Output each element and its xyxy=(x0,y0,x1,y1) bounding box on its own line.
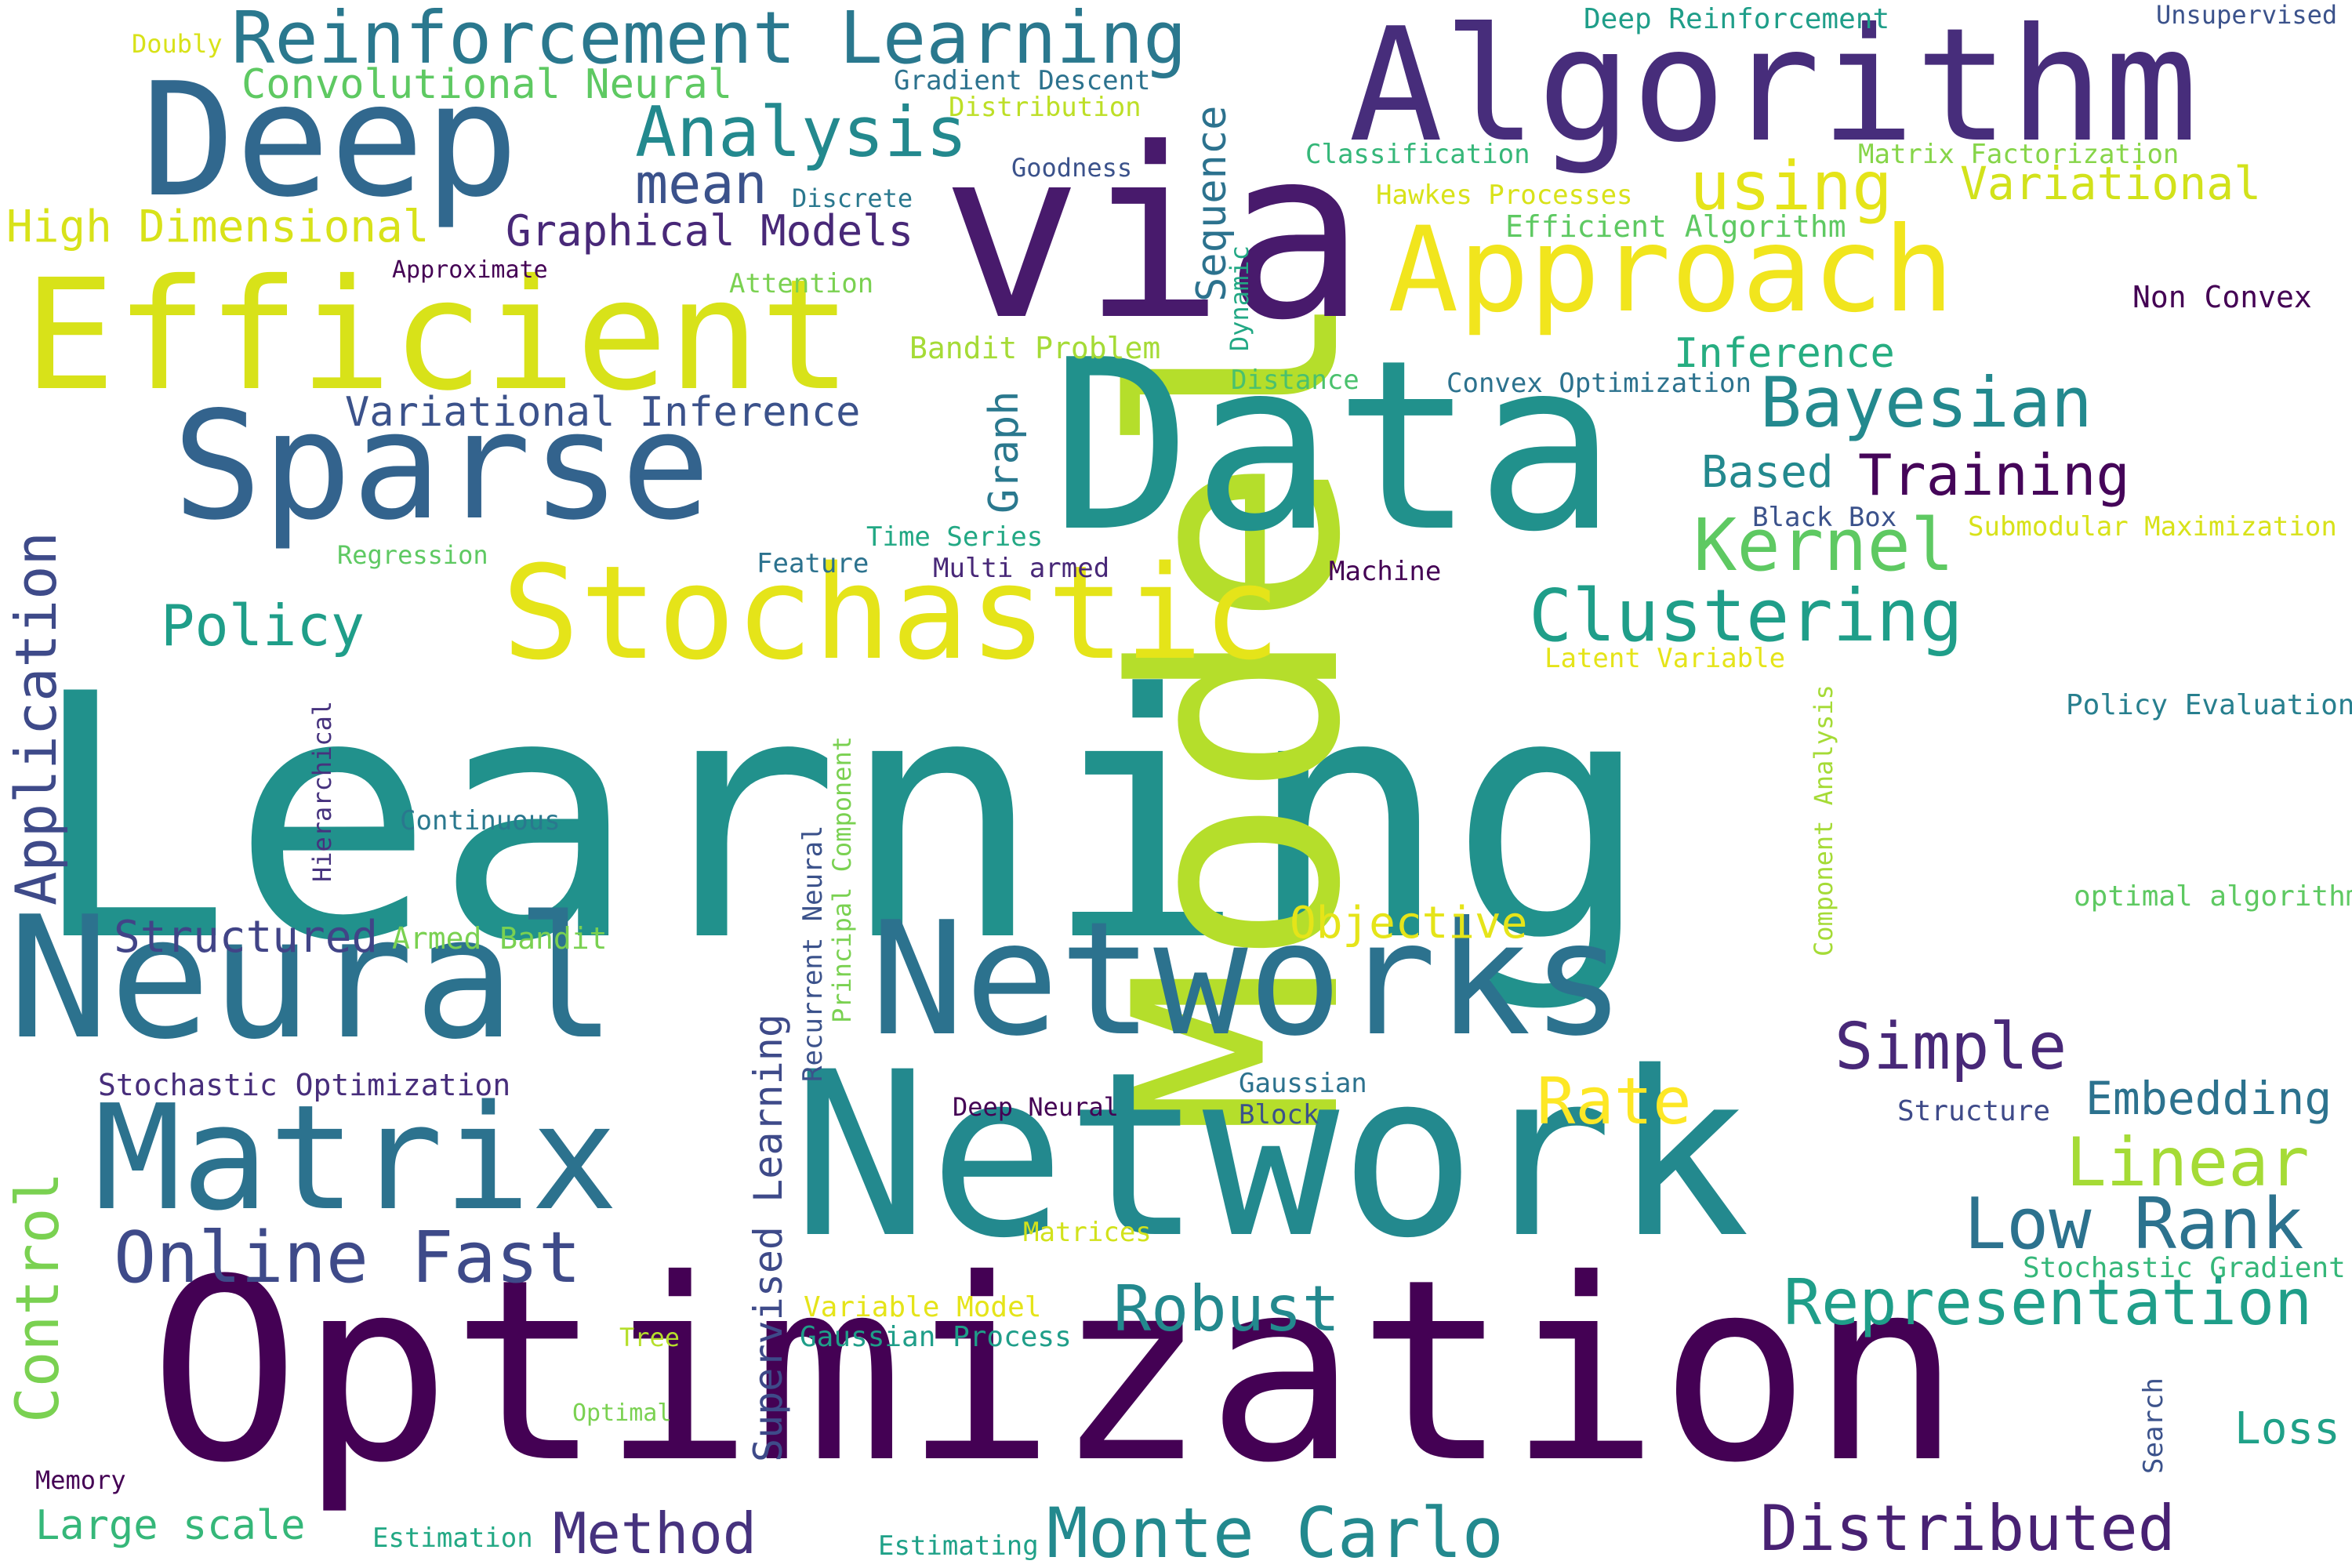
word-continuous: Continuous xyxy=(400,805,561,837)
word-stochastic: Stochastic xyxy=(502,538,1281,688)
word-structured: Structured xyxy=(114,912,379,963)
word-tree: Tree xyxy=(619,1323,681,1352)
word-inference: Inference xyxy=(1674,330,1895,377)
word-learning: Learning xyxy=(28,623,1653,1015)
word-clustering: Clustering xyxy=(1529,574,1963,658)
word-multi-armed: Multi armed xyxy=(933,553,1110,584)
word-feature: Feature xyxy=(757,548,869,579)
word-unsupervised: Unsupervised xyxy=(2156,0,2338,30)
word-recurrent-neural: Recurrent Neural xyxy=(797,825,829,1082)
word-sparse: Sparse xyxy=(172,379,711,553)
word-convolutional-neural: Convolutional Neural xyxy=(241,61,733,108)
word-estimation: Estimation xyxy=(372,1523,533,1554)
word-structure: Structure xyxy=(1897,1095,2051,1127)
word-variational: Variational xyxy=(1960,157,2262,210)
word-kernel: Kernel xyxy=(1693,503,1955,587)
word-latent-variable: Latent Variable xyxy=(1544,643,1786,674)
word-gradient-descent: Gradient Descent xyxy=(894,65,1151,96)
word-armed-bandit: Armed Bandit xyxy=(392,921,608,956)
word-distributed: Distributed xyxy=(1760,1492,2176,1565)
word-using: using xyxy=(1690,147,1893,226)
word-estimating: Estimating xyxy=(878,1530,1039,1562)
word-distribution: Distribution xyxy=(949,92,1142,123)
word-stochastic-optimization: Stochastic Optimization xyxy=(98,1068,511,1102)
word-bayesian: Bayesian xyxy=(1760,362,2092,443)
word-black-box: Black Box xyxy=(1752,502,1897,533)
word-policy: Policy xyxy=(161,593,365,659)
word-dynamic: Dynamic xyxy=(1225,245,1254,351)
word-time-series: Time Series xyxy=(866,521,1044,553)
word-graphical-models: Graphical Models xyxy=(506,206,914,256)
word-approach: Approach xyxy=(1388,202,1955,339)
word-monte-carlo: Monte Carlo xyxy=(1047,1493,1504,1568)
word-goodness: Goodness xyxy=(1011,153,1133,183)
word-classification: Classification xyxy=(1305,139,1530,170)
word-deep: Deep xyxy=(141,49,519,232)
word-convex-optimization: Convex Optimization xyxy=(1446,368,1751,399)
word-networks: Networks xyxy=(870,888,1626,1071)
word-based: Based xyxy=(1701,447,1834,498)
word-variable-model: Variable Model xyxy=(804,1291,1042,1323)
word-via: via xyxy=(941,98,1366,372)
word-policy-evaluation: Policy Evaluation xyxy=(2066,689,2352,721)
word-loss: Loss xyxy=(2234,1403,2340,1454)
word-high-dimensional: High Dimensional xyxy=(6,201,430,252)
word-matrix-factorization: Matrix Factorization xyxy=(1858,139,2180,170)
word-attention: Attention xyxy=(729,268,874,299)
word-simple: Simple xyxy=(1835,1010,2067,1084)
word-gaussian: Gaussian xyxy=(1239,1068,1367,1099)
word-low-rank: Low Rank xyxy=(1964,1183,2304,1265)
word-training: Training xyxy=(1858,442,2130,508)
word-application: Application xyxy=(3,532,69,906)
word-regression: Regression xyxy=(337,540,488,570)
word-reinforcement-learning: Reinforcement Learning xyxy=(231,0,1187,80)
word-hawkes-processes: Hawkes Processes xyxy=(1376,180,1633,211)
word-representation: Representation xyxy=(1784,1266,2313,1339)
word-graph: Graph xyxy=(981,390,1028,514)
word-search: Search xyxy=(2138,1377,2169,1474)
word-component-analysis: Component Analysis xyxy=(1809,684,1838,956)
word-doubly: Doubly xyxy=(132,29,223,59)
word-memory: Memory xyxy=(35,1465,126,1495)
word-rate: Rate xyxy=(1537,1065,1692,1139)
word-analysis: Analysis xyxy=(635,92,967,172)
word-optimal: Optimal xyxy=(572,1399,672,1427)
word-robust: Robust xyxy=(1113,1272,1340,1345)
word-principal-component: Principal Component xyxy=(827,735,857,1023)
word-network: Network xyxy=(792,1024,1751,1288)
word-optimal-algorithm: optimal algorithm xyxy=(2074,880,2352,913)
word-block: Block xyxy=(1239,1099,1319,1131)
word-mean: mean xyxy=(635,152,768,216)
word-linear: Linear xyxy=(2066,1123,2310,1202)
word-method: Method xyxy=(553,1501,757,1566)
word-objective: Objective xyxy=(1290,898,1528,949)
word-gaussian-process: Gaussian Process xyxy=(800,1321,1072,1353)
word-data: Data xyxy=(1051,310,1617,583)
word-machine: Machine xyxy=(1329,556,1442,587)
word-neural: Neural xyxy=(8,880,617,1076)
word-approximate: Approximate xyxy=(392,256,548,284)
word-control: Control xyxy=(2,1171,72,1423)
word-discrete: Discrete xyxy=(792,183,913,213)
word-hierarchical: Hierarchical xyxy=(307,700,337,882)
word-matrix: Matrix xyxy=(94,1073,619,1243)
word-distance: Distance xyxy=(1231,365,1359,396)
word-embedding: Embedding xyxy=(2085,1072,2332,1125)
word-large-scale: Large scale xyxy=(35,1502,306,1549)
word-submodular-maximization: Submodular Maximization xyxy=(1968,511,2337,543)
word-deep-reinforcement: Deep Reinforcement xyxy=(1584,3,1890,35)
word-algorithm: Algorithm xyxy=(1348,0,2198,177)
word-stochastic-gradient: Stochastic Gradient xyxy=(2023,1252,2346,1284)
word-deep-neural: Deep Neural xyxy=(953,1092,1119,1122)
word-optimization: Optimization xyxy=(149,1226,1962,1518)
word-non-convex: Non Convex xyxy=(2132,280,2312,314)
word-bandit-problem: Bandit Problem xyxy=(909,331,1161,365)
word-supervised-learning: Supervised Learning xyxy=(746,1014,791,1462)
word-variational-inference: Variational Inference xyxy=(345,389,861,436)
word-online-fast: Online Fast xyxy=(114,1217,582,1299)
word-efficient: Efficient xyxy=(24,246,852,424)
word-matrices: Matrices xyxy=(1023,1217,1152,1248)
word-efficient-algorithm: Efficient Algorithm xyxy=(1505,209,1846,244)
